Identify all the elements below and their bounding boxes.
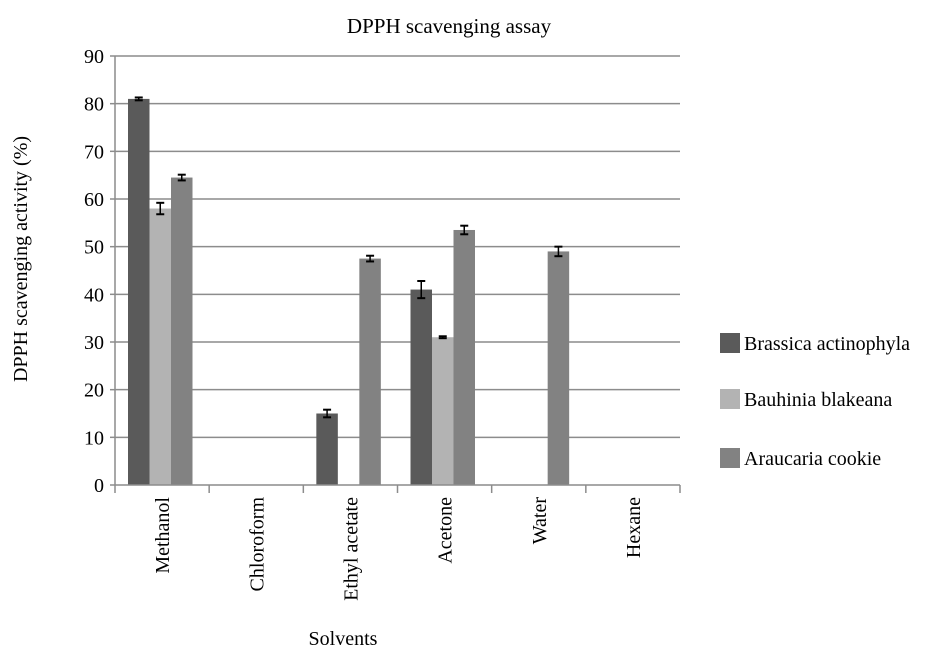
bar	[149, 208, 171, 486]
legend-label: Araucaria cookie	[744, 448, 881, 470]
y-tick-label: 30	[84, 332, 104, 354]
y-tick-label: 20	[84, 380, 104, 402]
bar	[432, 337, 454, 485]
axes	[114, 56, 680, 486]
y-tick-label: 0	[94, 475, 104, 497]
y-axis-ticks: 0 10 20 30 40 50 60 70 80 90	[84, 46, 115, 497]
y-tick-label: 90	[84, 46, 104, 68]
x-tick-label: Hexane	[623, 497, 645, 558]
legend-swatch	[720, 448, 740, 468]
legend-label: Brassica actinophyla	[744, 333, 910, 355]
bar	[171, 177, 193, 486]
y-tick-label: 80	[84, 94, 104, 116]
y-tick-label: 70	[84, 141, 104, 163]
legend-swatch	[720, 333, 740, 353]
legend: Brassica actinophyla Bauhinia blakeana Ara…	[720, 333, 910, 470]
y-axis-title: DPPH scavenging activity (%)	[10, 136, 32, 382]
gridlines	[115, 55, 680, 439]
x-tick-label: Water	[529, 497, 551, 545]
bar	[410, 289, 432, 485]
x-tick-label: Acetone	[435, 497, 457, 564]
bars	[128, 96, 570, 486]
chart-title: DPPH scavenging assay	[347, 14, 552, 38]
x-tick-label: Methanol	[152, 497, 174, 574]
bar	[316, 413, 338, 485]
bar	[453, 229, 475, 485]
legend-label: Bauhinia blakeana	[744, 389, 892, 411]
bar	[359, 258, 381, 485]
x-axis-title: Solvents	[309, 628, 378, 650]
legend-swatch	[720, 389, 740, 409]
y-tick-label: 50	[84, 237, 104, 259]
y-tick-label: 60	[84, 189, 104, 211]
y-tick-label: 40	[84, 284, 104, 306]
x-tick-label: Ethyl acetate	[340, 497, 362, 601]
bar	[128, 98, 150, 486]
bar	[547, 251, 570, 485]
x-axis-ticks: Methanol Chloroform Ethyl acetate Acetone Wa…	[114, 485, 681, 601]
x-tick-label: Chloroform	[246, 497, 268, 592]
y-tick-label: 10	[84, 427, 104, 449]
